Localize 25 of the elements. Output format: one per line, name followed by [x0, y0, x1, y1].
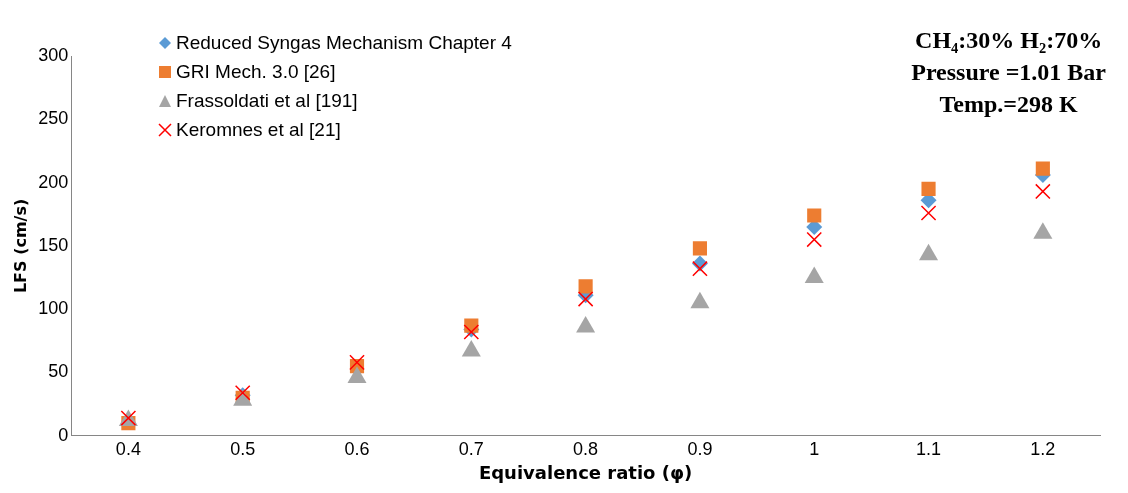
x-tick-label: 1.2	[1030, 438, 1056, 459]
y-tick-label: 50	[48, 361, 69, 382]
annotation: Temp.=298 K	[938, 90, 1079, 119]
text: CH₄:30% H₂:70%	[914, 26, 1104, 55]
x-tick-label: 0.8	[573, 438, 599, 459]
legend-label: Keromnes et al [21]	[176, 118, 341, 141]
y-tick-label: 250	[38, 108, 69, 129]
x-tick-label: 0.4	[115, 438, 141, 459]
legend-label: Reduced Syngas Mechanism Chapter 4	[176, 31, 512, 54]
x-tick-label: 0.9	[687, 438, 713, 459]
x-tick-label: 0.6	[344, 438, 370, 459]
y-axis-title: LFS (cm/s)	[10, 198, 30, 294]
y-tick-label: 150	[38, 234, 69, 255]
x-tick-label: 1	[809, 438, 820, 459]
annotation: Pressure =1.01 Bar	[911, 58, 1106, 87]
x-tick-label: 1.1	[916, 438, 942, 459]
legend-label: GRI Mech. 3.0 [26]	[176, 60, 336, 83]
y-tick-label: 200	[38, 171, 69, 192]
x-tick-label: 0.7	[458, 438, 484, 459]
y-tick-label: 300	[38, 44, 69, 65]
x-tick-label: 0.5	[230, 438, 256, 459]
x-axis-title: Equivalence ratio (φ)	[478, 461, 693, 483]
legend-label: Frassoldati et al [191]	[176, 89, 358, 112]
y-tick-label: 0	[58, 424, 69, 445]
y-tick-label: 100	[38, 298, 69, 319]
